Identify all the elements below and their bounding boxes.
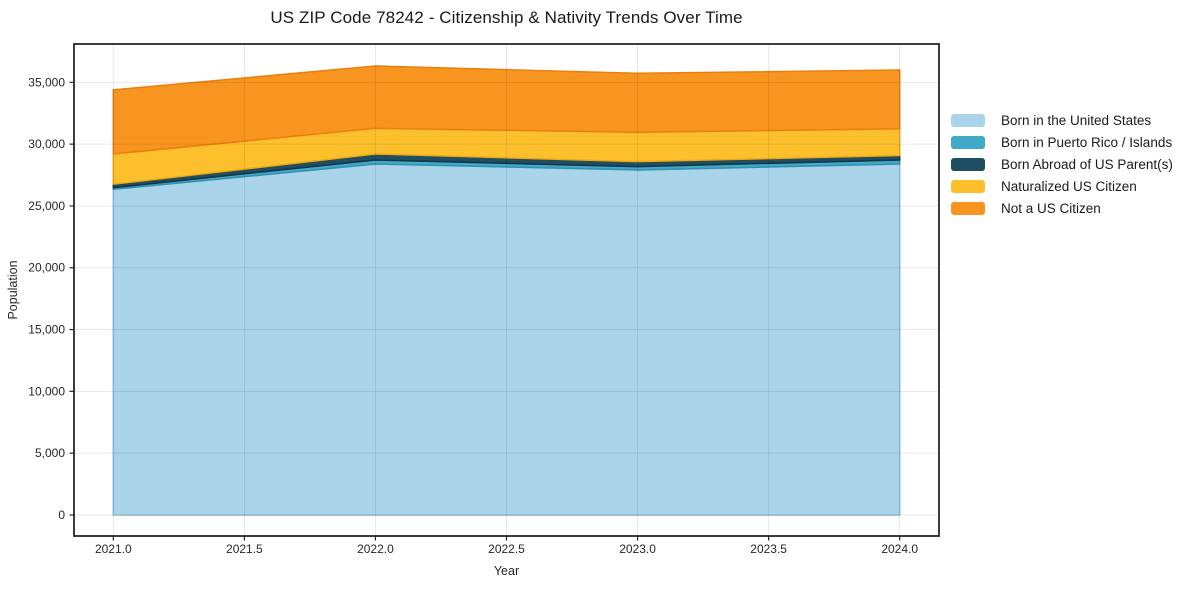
- legend-item-born-in-puerto-rico-islands: Born in Puerto Rico / Islands: [951, 131, 1173, 153]
- legend-label: Born Abroad of US Parent(s): [1001, 156, 1173, 172]
- legend-label: Born in the United States: [1001, 112, 1152, 128]
- legend-item-born-abroad-of-us-parent-s: Born Abroad of US Parent(s): [951, 153, 1173, 175]
- y-tick-label: 35,000: [28, 75, 65, 89]
- legend-item-naturalized-us-citizen: Naturalized US Citizen: [951, 175, 1173, 197]
- x-tick-label: 2022.0: [357, 542, 394, 556]
- x-tick-label: 2021.5: [226, 542, 263, 556]
- y-tick-label: 30,000: [28, 137, 65, 151]
- x-tick-label: 2024.0: [881, 542, 918, 556]
- legend-item-born-in-the-united-states: Born in the United States: [951, 109, 1173, 131]
- y-tick-label: 10,000: [28, 384, 65, 398]
- legend-label: Naturalized US Citizen: [1001, 178, 1137, 194]
- area-not-a-us-citizen: [112, 65, 901, 155]
- legend-swatch-born-in-puerto-rico-islands: [951, 135, 985, 149]
- legend-swatch-not-a-us-citizen: [951, 201, 985, 215]
- legend-label: Born in Puerto Rico / Islands: [1001, 134, 1173, 150]
- axis-ticks: [69, 81, 901, 541]
- legend-item-not-a-us-citizen: Not a US Citizen: [951, 197, 1173, 219]
- chart-title: US ZIP Code 78242 - Citizenship & Nativi…: [270, 8, 743, 27]
- x-tick-label: 2022.5: [488, 542, 525, 556]
- legend-label: Not a US Citizen: [1001, 200, 1101, 216]
- x-tick-label: 2023.5: [750, 542, 787, 556]
- y-tick-label: 15,000: [28, 323, 65, 337]
- y-tick-label: 25,000: [28, 199, 65, 213]
- gridlines: [74, 44, 939, 536]
- x-tick-label: 2021.0: [95, 542, 132, 556]
- legend: Born in the United States Born in Puerto …: [951, 109, 1173, 219]
- x-tick-label: 2023.0: [619, 542, 656, 556]
- y-tick-label: 0: [58, 508, 65, 522]
- x-axis-label: Year: [493, 564, 520, 578]
- legend-swatch-born-abroad-of-us-parent-s: [951, 157, 985, 171]
- y-axis-label: Population: [6, 260, 20, 320]
- y-tick-label: 5,000: [35, 446, 65, 460]
- legend-swatch-naturalized-us-citizen: [951, 179, 985, 193]
- legend-swatch-born-in-the-united-states: [951, 113, 985, 127]
- y-tick-label: 20,000: [28, 261, 65, 275]
